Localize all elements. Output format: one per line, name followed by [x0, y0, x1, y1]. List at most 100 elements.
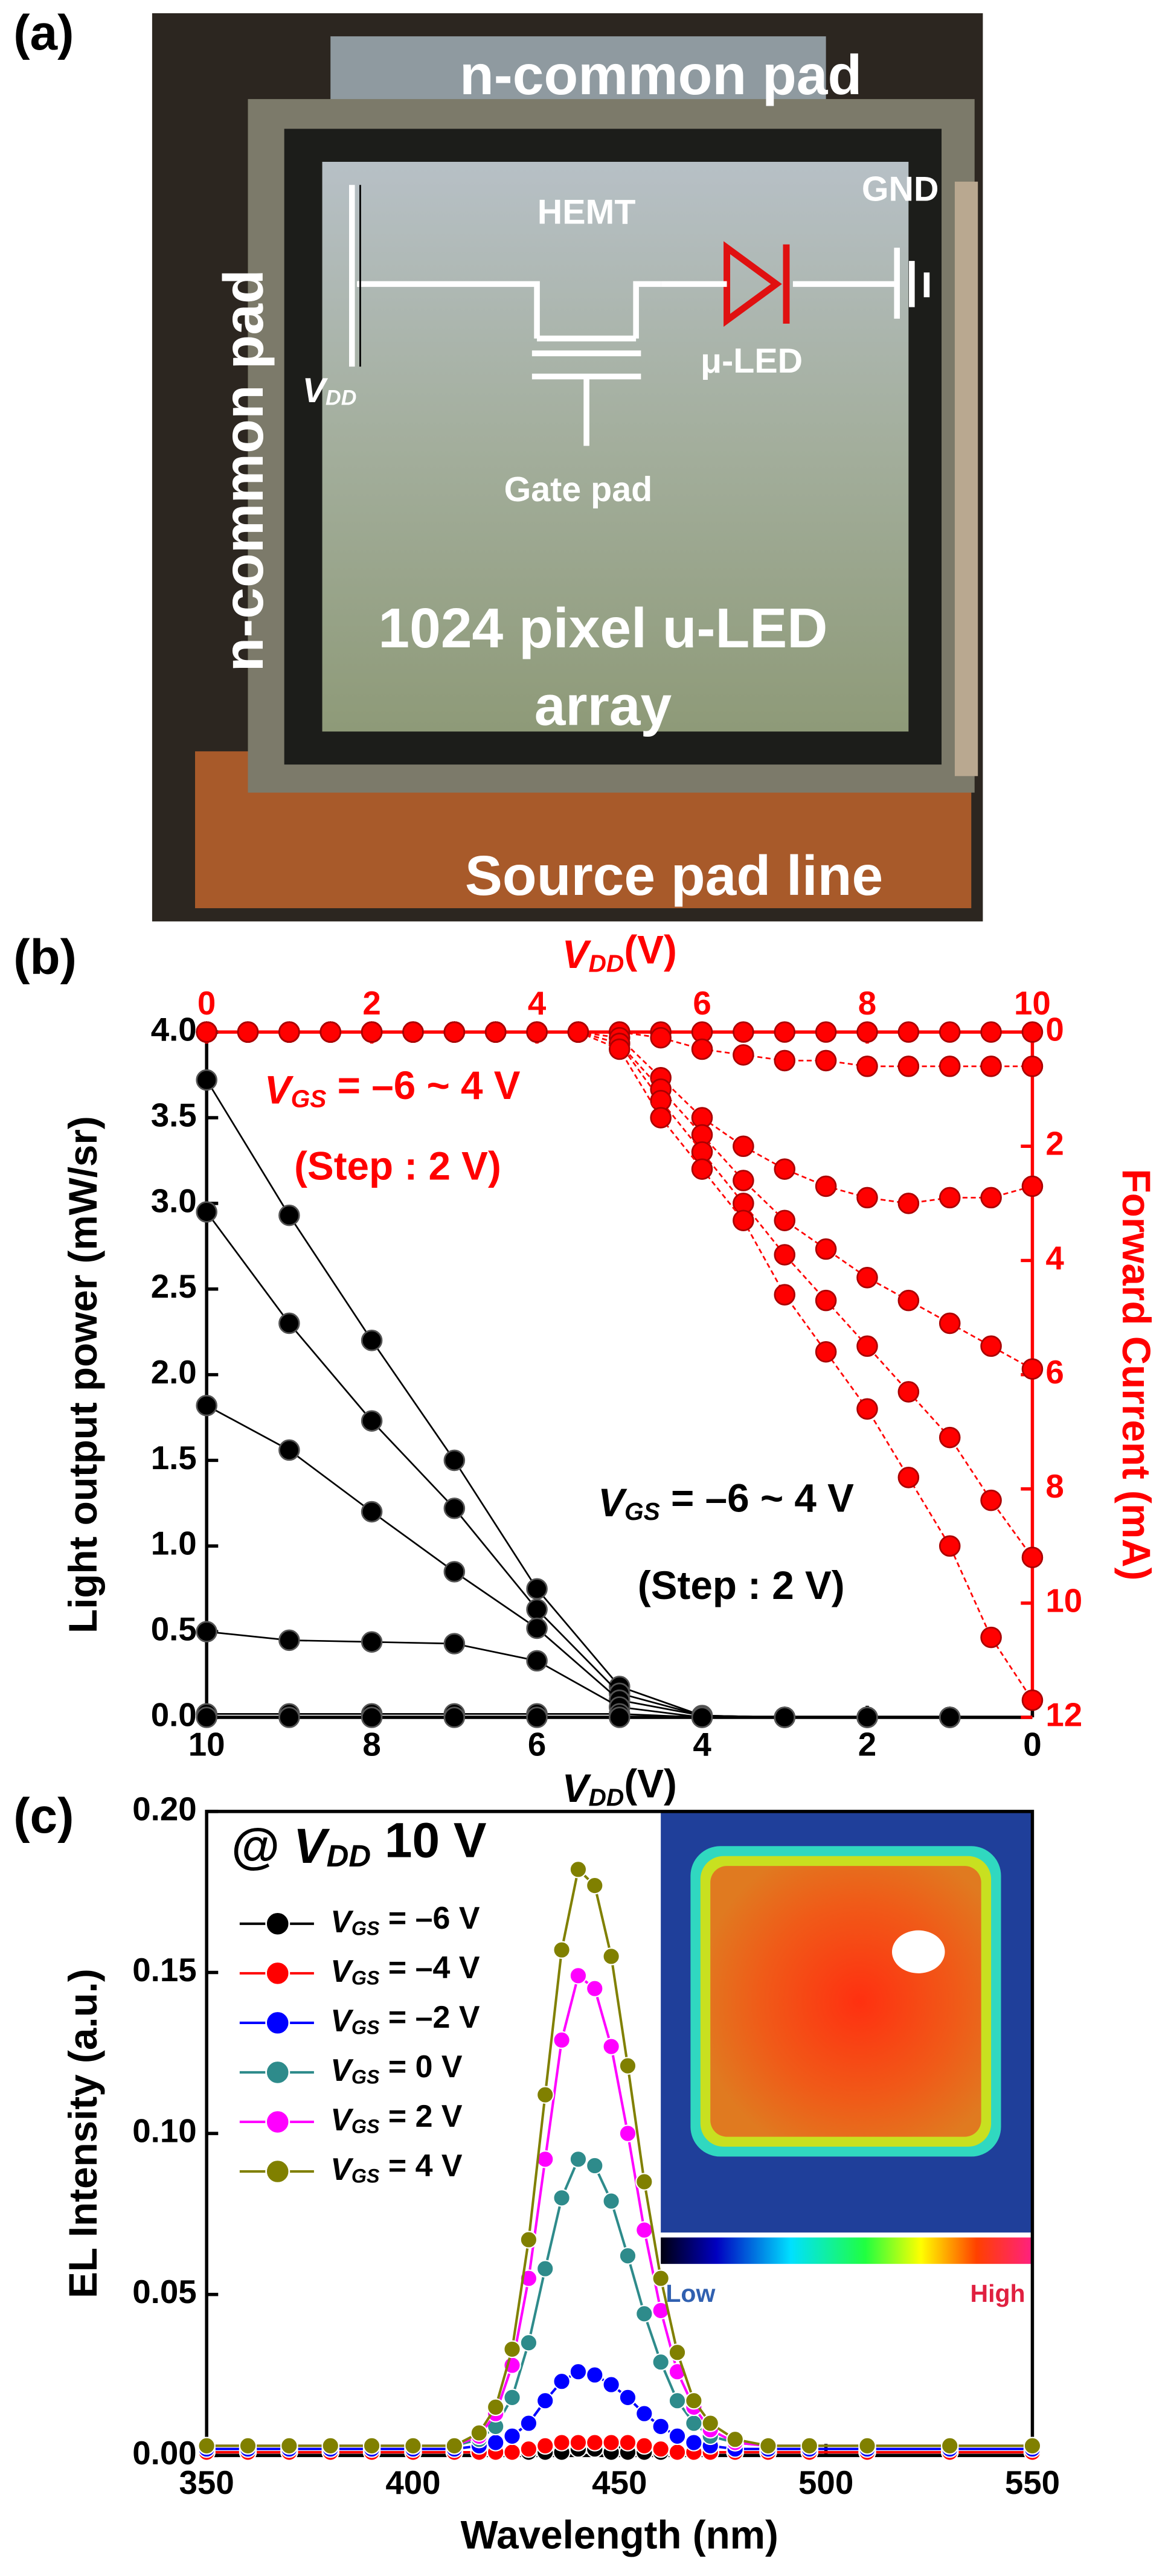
legend-marker — [265, 1911, 290, 1937]
y2-tick-label: 4 — [1045, 1239, 1064, 1277]
legend-marker — [265, 2109, 290, 2135]
circuit-label: VDD — [303, 371, 357, 410]
data-point — [856, 1398, 878, 1420]
data-point — [486, 2398, 505, 2417]
y2-axis-title: Forward Current (mA) — [1114, 1169, 1158, 1581]
data-point — [635, 2221, 653, 2239]
data-point — [774, 1210, 796, 1231]
data-point — [278, 1312, 300, 1334]
data-point — [569, 2362, 588, 2381]
x-tick-label: 2 — [858, 1726, 876, 1763]
data-point — [980, 1626, 1002, 1648]
data-point — [278, 1706, 300, 1728]
data-point — [602, 2376, 620, 2394]
data-point — [404, 2437, 422, 2455]
data-point — [196, 1621, 217, 1642]
inset-image — [661, 1811, 1033, 2264]
data-point — [652, 2269, 670, 2287]
data-point — [1021, 1689, 1044, 1711]
data-point — [733, 1170, 754, 1191]
data-point — [503, 2427, 521, 2446]
circuit-label: GND — [862, 170, 939, 208]
y-tick-label: 0.20 — [132, 1790, 196, 1827]
data-point — [569, 2150, 588, 2168]
data-point — [815, 1289, 837, 1312]
data-point — [503, 2388, 521, 2407]
data-point — [668, 2343, 687, 2362]
photo-label: n-common pad — [460, 43, 862, 106]
x-tick-label: 4 — [693, 1726, 711, 1763]
data-point — [939, 1312, 961, 1334]
data-point — [237, 1021, 259, 1043]
data-point — [586, 2366, 604, 2384]
x-tick-label: 500 — [798, 2464, 853, 2501]
data-point — [652, 2417, 670, 2436]
panel-label: (b) — [13, 930, 77, 985]
photo-label: array — [534, 674, 672, 737]
data-point — [1021, 1021, 1044, 1043]
data-point — [980, 1187, 1002, 1209]
data-point — [691, 1706, 713, 1728]
y-tick-label: 4.0 — [151, 1011, 197, 1048]
data-point — [1021, 1546, 1044, 1568]
x-tick-label: 6 — [528, 1726, 546, 1763]
circuit — [349, 185, 930, 446]
x2-tick-label: 10 — [1014, 984, 1051, 1022]
data-point — [445, 2437, 464, 2455]
data-point — [939, 1056, 961, 1077]
data-point — [536, 2260, 554, 2278]
data-point — [280, 2437, 298, 2455]
data-point — [897, 1467, 920, 1488]
y2-tick-label: 0 — [1045, 1011, 1064, 1048]
data-point — [939, 1021, 961, 1043]
x-tick-label: 550 — [1005, 2464, 1060, 2501]
data-point — [486, 2433, 505, 2452]
annotation: (Step : 2 V) — [294, 1144, 501, 1188]
data-point — [650, 1027, 672, 1049]
legend-marker — [265, 2060, 290, 2085]
y2-tick-label: 12 — [1045, 1696, 1082, 1733]
data-point — [897, 1289, 920, 1312]
y-axis-title: EL Intensity (a.u.) — [61, 1969, 105, 2298]
data-point — [856, 1335, 878, 1357]
data-point — [526, 1617, 548, 1639]
data-point — [239, 2437, 257, 2455]
data-point — [526, 1598, 548, 1621]
colorbar — [661, 2237, 1033, 2264]
data-point — [519, 2231, 538, 2249]
data-point — [618, 2433, 637, 2452]
annotation: VGS = –6 ~ 4 V — [265, 1063, 521, 1112]
data-point — [980, 1056, 1002, 1077]
data-point — [759, 2437, 777, 2455]
data-point — [939, 1535, 961, 1557]
data-point — [800, 2437, 819, 2455]
data-point — [1021, 1056, 1044, 1077]
data-point — [196, 1021, 217, 1043]
data-point — [402, 1021, 424, 1043]
legend-label: VGS = –2 V — [330, 2000, 480, 2039]
data-point — [503, 2340, 521, 2359]
data-point — [774, 1049, 796, 1072]
data-point — [980, 1021, 1002, 1043]
data-point — [635, 2304, 653, 2323]
data-point — [602, 2433, 620, 2452]
data-point — [939, 1426, 961, 1449]
legend-label: VGS = –6 V — [330, 1901, 480, 1940]
panel-label: (a) — [13, 5, 74, 60]
y2-tick-label: 2 — [1045, 1125, 1064, 1162]
inset-hotspot — [892, 1930, 945, 1973]
series-line — [207, 1031, 1033, 1701]
legend-marker — [265, 2010, 290, 2036]
data-point — [602, 2037, 620, 2055]
gate-pads — [954, 181, 978, 777]
series-line — [206, 1405, 950, 1719]
y-tick-label: 0.15 — [132, 1951, 196, 1988]
legend-label: VGS = 4 V — [330, 2148, 463, 2187]
x-tick-label: 8 — [362, 1726, 380, 1763]
panel-label: (c) — [13, 1789, 74, 1844]
data-point — [635, 2173, 653, 2191]
data-point — [685, 2391, 703, 2410]
data-point — [618, 2124, 637, 2142]
y2-tick-label: 8 — [1045, 1467, 1064, 1505]
